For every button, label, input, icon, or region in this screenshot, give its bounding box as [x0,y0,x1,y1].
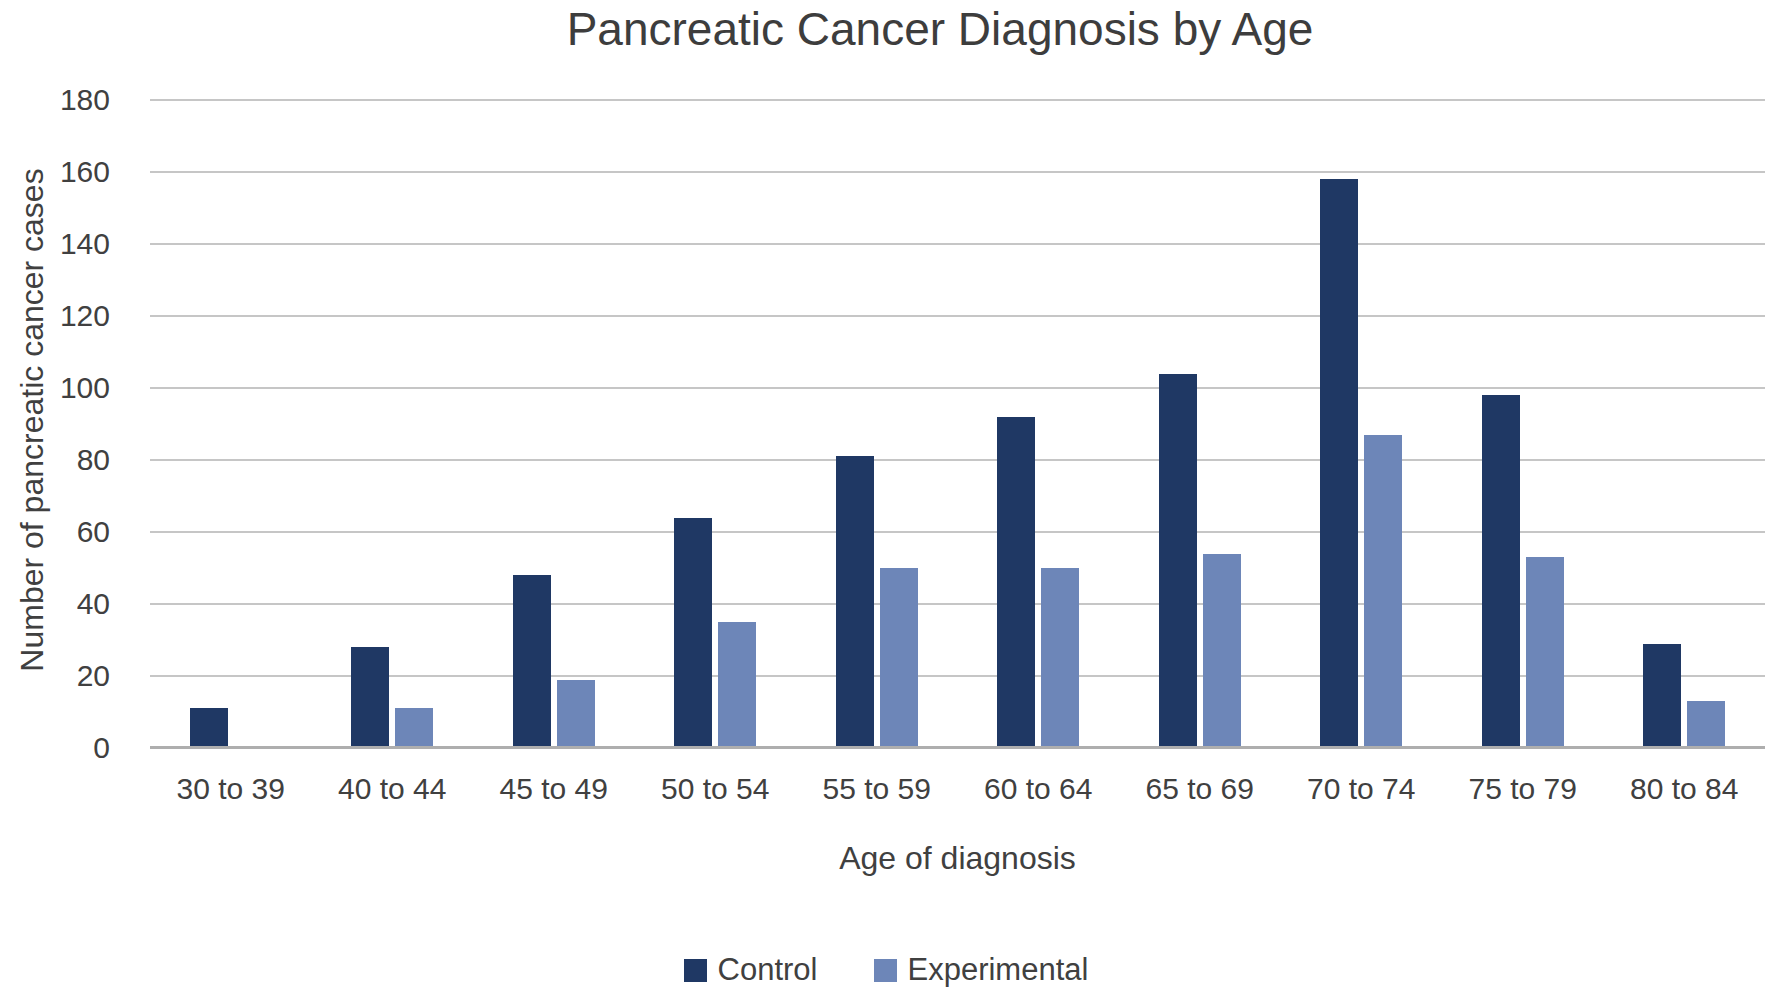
y-tick-label-80: 80 [10,445,110,475]
bar-group-65-to-69 [1119,100,1281,748]
legend-swatch-experimental [874,959,897,982]
x-tick-label-45-to-49: 45 to 49 [473,772,635,806]
bar-experimental-50-to-54 [718,622,756,748]
bar-experimental-45-to-49 [557,680,595,748]
bar-group-40-to-44 [312,100,474,748]
bar-control-65-to-69 [1159,374,1197,748]
bar-experimental-65-to-69 [1203,554,1241,748]
bar-experimental-75-to-79 [1526,557,1564,748]
legend-item-control: Control [684,952,818,988]
bar-experimental-80-to-84 [1687,701,1725,748]
y-tick-label-0: 0 [10,733,110,763]
bar-control-50-to-54 [674,518,712,748]
bar-control-55-to-59 [836,456,874,748]
bar-group-60-to-64 [958,100,1120,748]
y-tick-label-40: 40 [10,589,110,619]
x-tick-label-70-to-74: 70 to 74 [1281,772,1443,806]
legend-item-experimental: Experimental [874,952,1089,988]
bar-experimental-40-to-44 [395,708,433,748]
x-tick-label-65-to-69: 65 to 69 [1119,772,1281,806]
bar-group-30-to-39 [150,100,312,748]
x-tick-label-40-to-44: 40 to 44 [312,772,474,806]
bar-experimental-55-to-59 [880,568,918,748]
chart-legend: Control Experimental [0,952,1772,988]
bar-group-80-to-84 [1604,100,1766,748]
bar-control-80-to-84 [1643,644,1681,748]
chart-title: Pancreatic Cancer Diagnosis by Age [150,2,1730,56]
bar-group-55-to-59 [796,100,958,748]
bar-group-50-to-54 [635,100,797,748]
bar-control-70-to-74 [1320,179,1358,748]
y-tick-label-140: 140 [10,229,110,259]
gridline-y-0 [150,746,1765,749]
legend-label-experimental: Experimental [908,952,1089,988]
x-tick-label-60-to-64: 60 to 64 [958,772,1120,806]
plot-area: 180160140120100806040200 [150,100,1765,748]
bar-group-70-to-74 [1281,100,1443,748]
bar-experimental-60-to-64 [1041,568,1079,748]
y-tick-label-20: 20 [10,661,110,691]
y-tick-label-120: 120 [10,301,110,331]
bar-control-45-to-49 [513,575,551,748]
bar-control-75-to-79 [1482,395,1520,748]
bar-control-40-to-44 [351,647,389,748]
y-tick-label-180: 180 [10,85,110,115]
bar-group-75-to-79 [1442,100,1604,748]
x-axis-title: Age of diagnosis [150,840,1765,877]
bar-chart: Pancreatic Cancer Diagnosis by Age Numbe… [0,0,1772,1003]
x-tick-label-75-to-79: 75 to 79 [1442,772,1604,806]
y-tick-label-160: 160 [10,157,110,187]
legend-label-control: Control [718,952,818,988]
y-tick-label-60: 60 [10,517,110,547]
y-tick-label-100: 100 [10,373,110,403]
x-tick-label-30-to-39: 30 to 39 [150,772,312,806]
bar-control-60-to-64 [997,417,1035,748]
x-tick-label-55-to-59: 55 to 59 [796,772,958,806]
x-axis-tick-labels: 30 to 3940 to 4445 to 4950 to 5455 to 59… [150,772,1765,806]
bar-control-30-to-39 [190,708,228,748]
x-tick-label-50-to-54: 50 to 54 [635,772,797,806]
x-tick-label-80-to-84: 80 to 84 [1604,772,1766,806]
bar-experimental-70-to-74 [1364,435,1402,748]
bar-group-45-to-49 [473,100,635,748]
legend-swatch-control [684,959,707,982]
